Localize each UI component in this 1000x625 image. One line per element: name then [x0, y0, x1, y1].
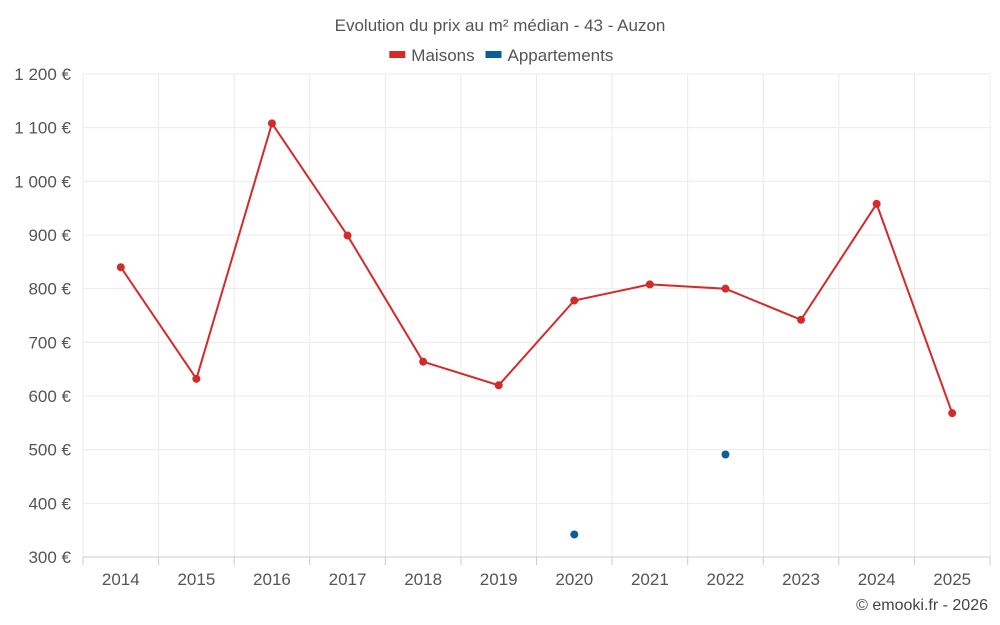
data-point-maisons[interactable]	[645, 280, 654, 289]
credit-text: © emooki.fr - 2026	[856, 597, 988, 614]
x-tick-label: 2019	[480, 570, 518, 589]
y-tick-label: 300 €	[28, 548, 71, 567]
x-tick-label: 2014	[102, 570, 140, 589]
series-layer	[116, 119, 957, 539]
data-point-maisons[interactable]	[343, 231, 352, 240]
data-point-appartements[interactable]	[721, 450, 730, 459]
y-tick-label: 700 €	[28, 333, 71, 352]
legend-item-appartements[interactable]: Appartements	[485, 46, 614, 65]
y-tick-label: 800 €	[28, 280, 71, 299]
data-point-maisons[interactable]	[192, 374, 201, 383]
y-tick-label: 1 100 €	[14, 119, 71, 138]
x-tick-label: 2025	[933, 570, 971, 589]
data-point-maisons[interactable]	[494, 381, 503, 390]
x-tick-label: 2018	[404, 570, 442, 589]
y-tick-label: 600 €	[28, 387, 71, 406]
x-tick-label: 2020	[555, 570, 593, 589]
x-tick-label: 2016	[253, 570, 291, 589]
x-tick-label: 2024	[858, 570, 896, 589]
data-point-appartements[interactable]	[570, 530, 579, 539]
data-point-maisons[interactable]	[872, 199, 881, 208]
y-tick-label: 1 200 €	[14, 65, 71, 84]
data-point-maisons[interactable]	[419, 357, 428, 366]
y-tick-label: 1 000 €	[14, 172, 71, 191]
legend[interactable]: Maisons Appartements	[389, 46, 613, 65]
data-point-maisons[interactable]	[948, 409, 957, 418]
data-point-maisons[interactable]	[797, 315, 806, 324]
legend-swatch	[485, 51, 502, 58]
legend-label: Appartements	[508, 46, 614, 65]
legend-item-maisons[interactable]: Maisons	[389, 46, 475, 65]
legend-label: Maisons	[411, 46, 474, 65]
grid	[82, 73, 991, 557]
data-point-maisons[interactable]	[721, 284, 730, 293]
x-tick-label: 2015	[177, 570, 215, 589]
y-tick-label: 400 €	[28, 494, 71, 513]
x-tick-label: 2022	[707, 570, 745, 589]
series-line-maisons	[119, 121, 954, 414]
x-tick-label: 2021	[631, 570, 669, 589]
data-point-maisons[interactable]	[570, 296, 579, 305]
legend-swatch	[389, 51, 406, 58]
chart-title: Evolution du prix au m² médian - 43 - Au…	[335, 16, 666, 35]
x-tick-label: 2023	[782, 570, 820, 589]
x-tick-label: 2017	[329, 570, 367, 589]
data-point-maisons[interactable]	[116, 263, 125, 272]
y-tick-label: 900 €	[28, 226, 71, 245]
y-tick-label: 500 €	[28, 441, 71, 460]
data-point-maisons[interactable]	[267, 119, 276, 128]
axes: 300 € 400 € 500 € 600 € 700 € 800 € 900 € 1 000…	[14, 65, 991, 589]
